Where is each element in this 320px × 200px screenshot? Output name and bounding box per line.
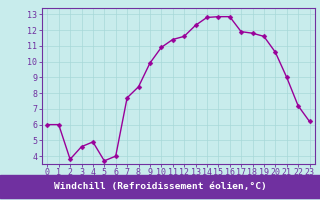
Text: Windchill (Refroidissement éolien,°C): Windchill (Refroidissement éolien,°C) <box>54 182 266 191</box>
